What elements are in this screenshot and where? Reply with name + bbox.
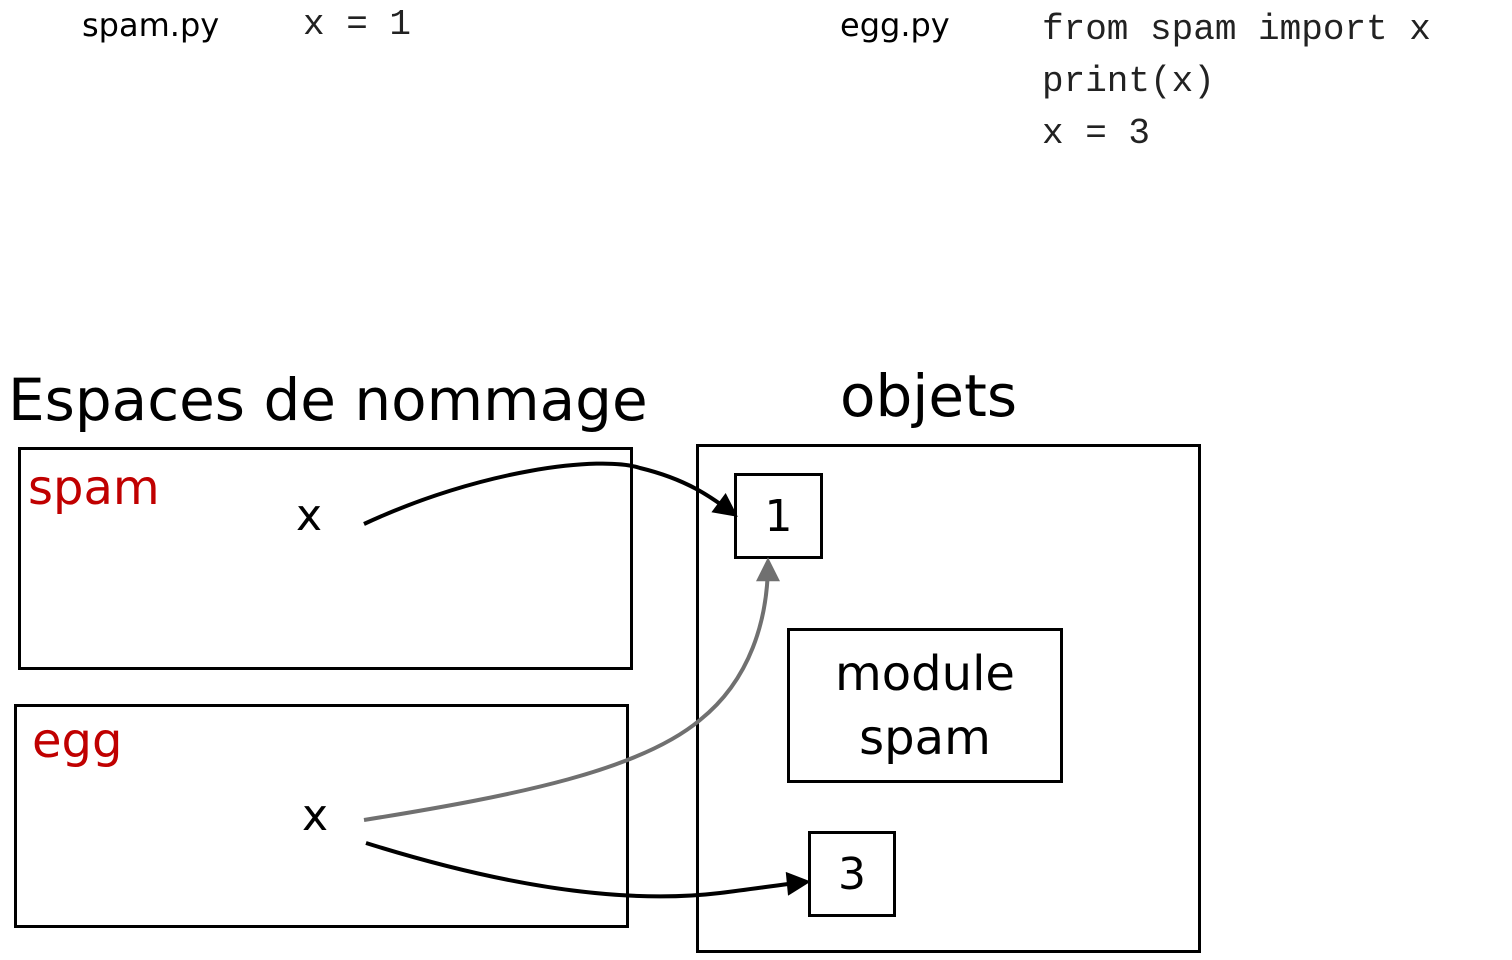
namespace-spam-label: spam (28, 460, 160, 516)
object-int-3-value: 3 (838, 848, 866, 900)
namespace-egg-box (14, 704, 629, 928)
arrow-egg-x-to-3 (365, 841, 811, 899)
object-int-1-value: 1 (764, 490, 793, 542)
spam-var-x: x (296, 490, 323, 541)
code-line: from spam import x (1042, 9, 1431, 50)
egg-var-x: x (302, 790, 329, 841)
code-line: x = 1 (303, 4, 412, 45)
module-label-line1: module (835, 645, 1015, 702)
arrow-egg-x-to-1-old (363, 557, 780, 822)
code-spam: x = 1 (303, 4, 411, 45)
code-line: x = 3 (1042, 113, 1151, 154)
objects-title: objets (840, 362, 1018, 430)
module-label-line2: spam (859, 709, 991, 766)
file-name-egg: egg.py (840, 6, 950, 44)
code-line: print(x) (1042, 61, 1215, 102)
object-int-3: 3 (808, 831, 896, 917)
objects-box (696, 444, 1201, 953)
namespace-egg-label: egg (32, 713, 123, 769)
file-name-spam: spam.py (82, 6, 220, 44)
arrow-spam-x-to-1 (363, 461, 738, 526)
namespace-spam-box (18, 447, 633, 670)
code-egg: from spam import x print(x) x = 3 (1042, 4, 1431, 160)
object-module-spam: module spam (787, 628, 1063, 783)
namespaces-title: Espaces de nommage (8, 366, 648, 434)
